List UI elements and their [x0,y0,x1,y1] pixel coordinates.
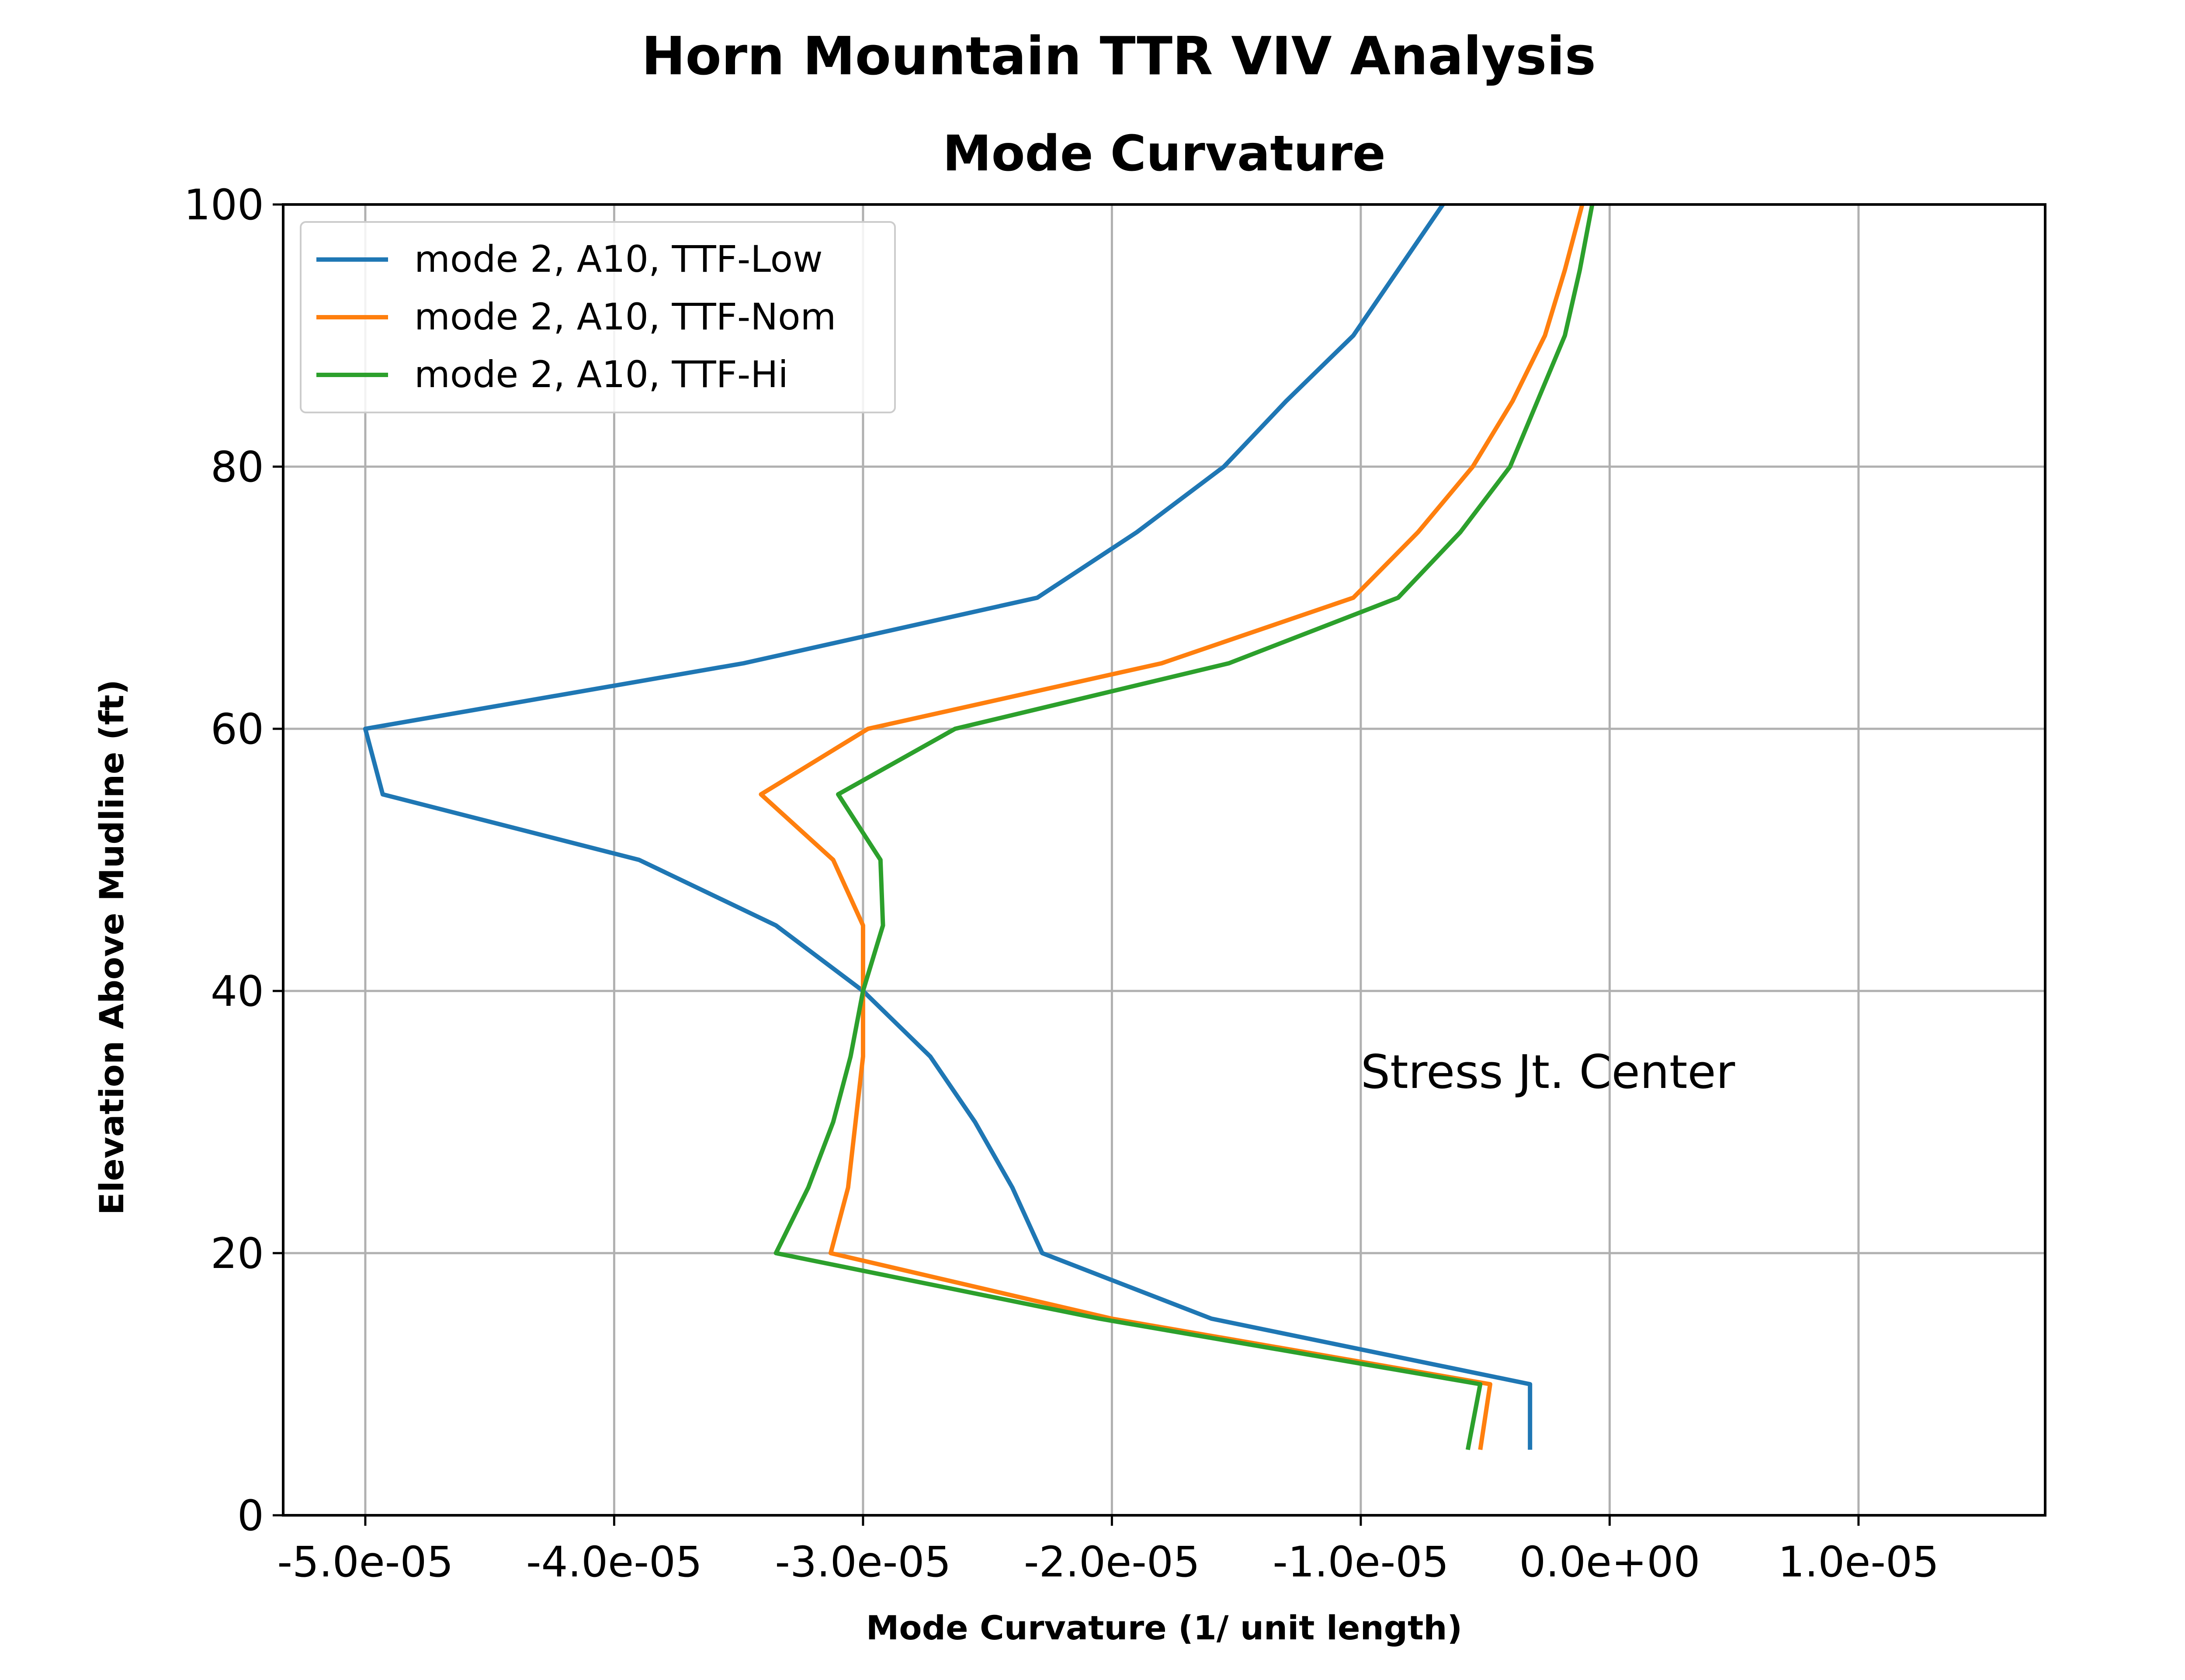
legend: mode 2, A10, TTF-Low mode 2, A10, TTF-Nom… [300,221,896,413]
figure-suptitle: Horn Mountain TTR VIV Analysis [642,26,1596,87]
series-line-1 [363,203,1533,1450]
y-tick-label: 20 [211,1229,264,1278]
x-tick-label: -3.0e-05 [775,1538,951,1586]
y-tick-label: 100 [184,180,264,229]
series-line-3 [773,204,1595,1450]
series-lines [363,203,1595,1450]
legend-label-2: mode 2, A10, TTF-Nom [414,295,836,338]
y-tick-label: 60 [211,705,264,754]
x-tick-label: -4.0e-05 [526,1538,702,1586]
x-tick-label: -2.0e-05 [1024,1538,1200,1586]
x-tick-label: -5.0e-05 [277,1538,453,1586]
y-tick-label: 80 [211,443,264,492]
legend-label-3: mode 2, A10, TTF-Hi [414,353,788,396]
stress-joint-annotation: Stress Jt. Center [1361,1045,1735,1099]
x-tick-label: 0.0e+00 [1519,1538,1700,1586]
legend-label-1: mode 2, A10, TTF-Low [414,238,823,281]
series-line-2 [759,204,1585,1450]
x-tick-label: 1.0e-05 [1778,1538,1939,1586]
axis-ticks: -5.0e-05 -4.0e-05 -3.0e-05 -2.0e-05 -1.0e-05… [184,180,1939,1586]
x-axis-label: Mode Curvature (1/ unit length) [866,1608,1463,1647]
y-tick-label: 0 [237,1491,264,1540]
y-tick-label: 40 [211,967,264,1016]
x-tick-label: -1.0e-05 [1273,1538,1449,1586]
plot-frame [282,203,2046,1517]
y-axis-label: Elevation Above Mudline (ft) [92,679,131,1215]
chart-title: Mode Curvature [943,125,1386,182]
legend-box [300,221,896,413]
